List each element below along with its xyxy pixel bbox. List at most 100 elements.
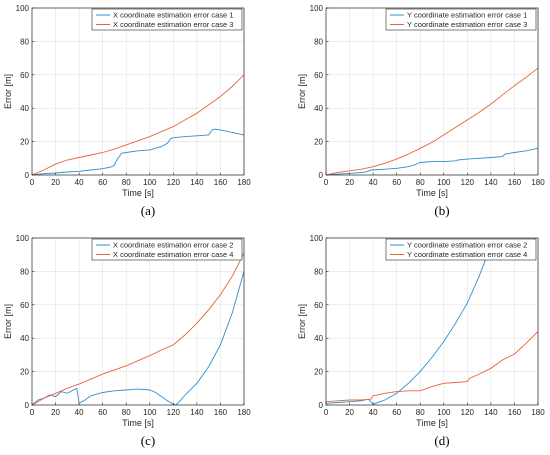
legend-label: X coordinate estimation error case 3 <box>113 20 233 29</box>
series-line-case-2 <box>326 331 538 403</box>
x-tick-label: 80 <box>416 408 425 417</box>
y-tick-label: 0 <box>25 171 30 180</box>
x-tick-label: 0 <box>324 178 329 187</box>
y-tick-label: 0 <box>319 401 324 410</box>
y-tick-label: 100 <box>16 4 30 13</box>
legend-label: Y coordinate estimation error case 2 <box>407 241 527 250</box>
y-tick-label: 60 <box>20 71 29 80</box>
y-tick-label: 20 <box>20 138 29 147</box>
x-tick-label: 60 <box>98 408 107 417</box>
plot-area-frame <box>325 237 539 406</box>
plot-area-frame <box>31 7 245 176</box>
x-tick-label: 0 <box>324 408 329 417</box>
x-tick-label: 40 <box>75 178 84 187</box>
panel-caption: (d) <box>434 433 449 448</box>
series-line-case-2 <box>326 67 538 175</box>
y-tick-label: 40 <box>20 334 29 343</box>
x-axis-label: Time [s] <box>416 418 448 428</box>
x-tick-label: 140 <box>190 408 204 417</box>
x-tick-label: 0 <box>30 178 35 187</box>
y-tick-label: 20 <box>20 368 29 377</box>
x-tick-label: 100 <box>437 178 451 187</box>
panel-caption: (b) <box>434 203 449 218</box>
x-tick-label: 180 <box>237 178 251 187</box>
x-tick-label: 180 <box>237 408 251 417</box>
x-tick-label: 0 <box>30 408 35 417</box>
y-tick-label: 40 <box>314 334 323 343</box>
series-line-case-2 <box>32 252 244 405</box>
y-tick-label: 80 <box>314 267 323 276</box>
series-line-case-1 <box>326 147 538 175</box>
x-tick-label: 120 <box>461 178 475 187</box>
x-tick-label: 60 <box>98 178 107 187</box>
x-tick-label: 100 <box>143 178 157 187</box>
series-line-case-1 <box>32 271 244 405</box>
panel-caption: (c) <box>141 433 155 448</box>
x-tick-label: 120 <box>167 178 181 187</box>
x-tick-label: 120 <box>461 408 475 417</box>
x-tick-label: 40 <box>369 178 378 187</box>
x-tick-label: 180 <box>531 408 545 417</box>
legend-label: X coordinate estimation error case 1 <box>113 11 233 20</box>
y-tick-label: 20 <box>314 138 323 147</box>
y-tick-label: 60 <box>20 301 29 310</box>
y-tick-label: 60 <box>314 301 323 310</box>
y-axis-label: Error [m] <box>297 74 307 109</box>
legend-label: Y coordinate estimation error case 4 <box>407 250 527 259</box>
series-line-case-1 <box>32 128 244 175</box>
y-tick-label: 80 <box>20 37 29 46</box>
y-tick-label: 100 <box>310 4 324 13</box>
y-axis-label: Error [m] <box>297 304 307 339</box>
x-tick-label: 160 <box>214 178 228 187</box>
x-tick-label: 80 <box>416 178 425 187</box>
y-tick-label: 40 <box>20 104 29 113</box>
plot-area-frame <box>325 7 539 176</box>
x-tick-label: 160 <box>508 408 522 417</box>
legend-box <box>91 8 243 31</box>
x-tick-label: 60 <box>392 408 401 417</box>
y-tick-label: 20 <box>314 368 323 377</box>
x-axis-label: Time [s] <box>416 188 448 198</box>
y-tick-label: 100 <box>310 234 324 243</box>
legend-box <box>385 8 537 31</box>
x-tick-label: 40 <box>75 408 84 417</box>
y-tick-label: 0 <box>319 171 324 180</box>
legend-box <box>385 238 537 261</box>
x-tick-label: 140 <box>484 178 498 187</box>
series-line-case-2 <box>32 74 244 175</box>
legend-label: Y coordinate estimation error case 1 <box>407 11 527 20</box>
series-line-case-1 <box>326 254 488 405</box>
x-axis-label: Time [s] <box>122 188 154 198</box>
x-tick-label: 140 <box>484 408 498 417</box>
x-tick-label: 100 <box>437 408 451 417</box>
y-tick-label: 100 <box>16 234 30 243</box>
y-tick-label: 40 <box>314 104 323 113</box>
x-tick-label: 80 <box>122 178 131 187</box>
x-tick-label: 20 <box>51 408 60 417</box>
x-tick-label: 140 <box>190 178 204 187</box>
x-tick-label: 180 <box>531 178 545 187</box>
x-tick-label: 160 <box>214 408 228 417</box>
x-tick-label: 20 <box>345 178 354 187</box>
legend-label: X coordinate estimation error case 2 <box>113 241 233 250</box>
y-tick-label: 80 <box>314 37 323 46</box>
x-tick-label: 20 <box>51 178 60 187</box>
x-tick-label: 120 <box>167 408 181 417</box>
y-tick-label: 0 <box>25 401 30 410</box>
x-tick-label: 160 <box>508 178 522 187</box>
legend-box <box>91 238 243 261</box>
legend-label: Y coordinate estimation error case 3 <box>407 20 527 29</box>
y-tick-label: 60 <box>314 71 323 80</box>
panel-caption: (a) <box>141 203 155 218</box>
y-tick-label: 80 <box>20 267 29 276</box>
x-tick-label: 100 <box>143 408 157 417</box>
legend-label: X coordinate estimation error case 4 <box>113 250 233 259</box>
x-tick-label: 80 <box>122 408 131 417</box>
x-tick-label: 40 <box>369 408 378 417</box>
y-axis-label: Error [m] <box>3 304 13 339</box>
x-tick-label: 60 <box>392 178 401 187</box>
x-axis-label: Time [s] <box>122 418 154 428</box>
plot-area-frame <box>31 237 245 406</box>
x-tick-label: 20 <box>345 408 354 417</box>
